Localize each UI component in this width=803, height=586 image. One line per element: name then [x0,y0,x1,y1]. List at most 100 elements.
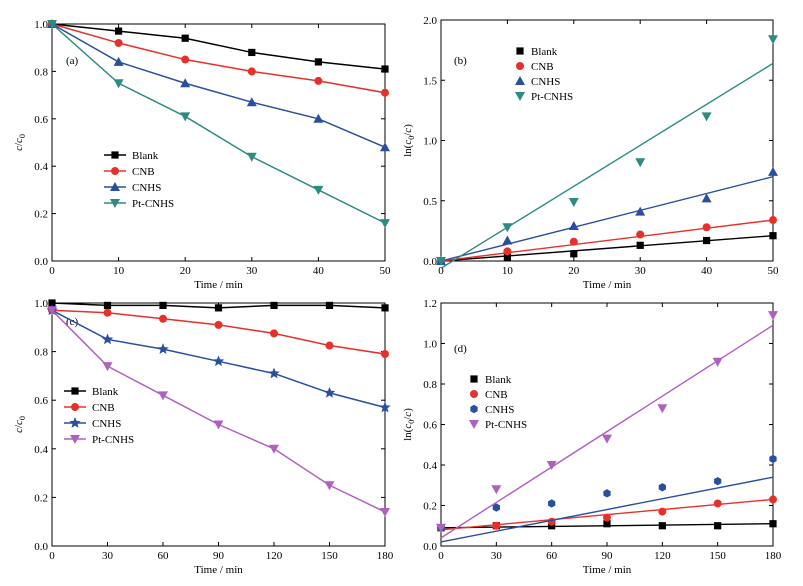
data-point [436,257,446,266]
series-cnb [437,216,777,265]
data-point [324,481,335,491]
legend-label: CNHS [92,418,121,430]
y-tick-label: 0.0 [423,256,437,268]
data-point [269,444,279,454]
series-line [51,23,386,148]
data-point [548,499,556,508]
data-point [635,206,646,216]
fit-line [440,175,774,262]
legend-label: Blank [132,150,159,162]
x-axis-label: Time / min [583,279,632,291]
plot-frame [440,19,774,262]
x-tick-label: 30 [102,550,114,562]
data-point [769,495,777,504]
legend-label: Blank [92,386,119,398]
legend-label: CNHS [485,404,514,416]
data-point [159,301,167,310]
y-tick-label: 1.0 [423,136,437,148]
x-tick-label: 20 [568,265,580,277]
fit-line [440,234,774,262]
y-tick-label: 0.4 [34,161,48,173]
data-point [313,113,324,123]
data-point [491,485,502,495]
x-tick-label: 50 [380,265,392,277]
data-point [701,112,712,122]
legend: Blank CNB CNHS Pt-CNHS [469,374,527,431]
data-point [314,76,323,85]
data-point [713,499,722,508]
plot-frame [51,23,386,262]
x-tick-label: 10 [502,265,514,277]
x-tick-label: 50 [768,265,780,277]
data-point [246,97,257,107]
y-tick-label: 0.6 [423,420,437,432]
data-point [492,503,500,512]
series-line [51,23,386,70]
legend-marker [470,404,478,414]
series-line [51,23,386,224]
data-point [769,454,777,464]
y-tick-label: 2.0 [423,15,437,27]
data-point [381,304,389,312]
data-point [381,350,389,359]
y-tick-label: 0.2 [34,492,48,504]
data-point [47,20,57,29]
data-point [569,237,578,246]
y-tick-label: 1.2 [423,298,437,310]
data-point [714,477,722,486]
legend: Blank CNB CNHS Pt-CNHS [104,150,174,210]
data-point [102,362,113,372]
x-tick-label: 40 [701,265,713,277]
y-tick-label: 0.8 [423,379,437,391]
legend-marker [515,92,525,101]
data-point [180,78,191,88]
legend-marker [111,151,119,159]
chart-panel-1: 0 10 20 30 40 50 0.0 0.2 0.4 0.6 0.8 1.0 Time / min c… [13,19,391,291]
legend-marker [470,390,478,398]
data-point [214,304,223,312]
data-point [158,391,168,401]
legend-marker [470,375,478,383]
x-tick-label: 60 [546,550,558,562]
x-tick-label: 30 [635,265,647,277]
y-tick-label: 1.5 [423,75,437,87]
legend-marker [516,62,524,70]
x-axis-label: Time / min [194,564,243,576]
data-point [247,67,256,76]
fit-line [440,219,774,262]
data-point [157,343,169,355]
data-point [492,521,501,530]
y-tick-label: 1.0 [34,298,48,310]
legend-label: Blank [485,374,512,386]
legend-label: CNB [92,402,115,414]
data-point [768,166,778,176]
data-point [101,333,114,345]
y-tick-label: 0.2 [423,501,437,513]
data-point [159,314,167,323]
y-tick-label: 0.4 [423,460,437,472]
data-point [769,520,777,528]
legend-label: Pt-CNHS [132,198,174,210]
data-point [114,38,123,47]
data-point [703,236,711,245]
legend-marker [515,76,525,85]
x-tick-label: 60 [158,550,170,562]
series-pt-cnhs [47,20,390,229]
data-point [768,35,778,45]
x-tick-label: 180 [377,550,394,562]
legend-marker [469,420,479,429]
x-tick-label: 30 [491,550,503,562]
data-point [380,507,390,517]
data-point [436,523,446,533]
data-point [769,232,777,240]
data-point [714,522,722,530]
data-point [181,34,189,42]
x-axis-label: Time / min [194,279,243,291]
x-tick-label: 0 [49,265,55,277]
data-point [103,301,112,310]
fit-line [440,476,774,543]
data-point [103,308,112,317]
y-tick-label: 0.8 [34,347,48,359]
data-point [658,483,666,492]
legend-marker [71,403,79,411]
